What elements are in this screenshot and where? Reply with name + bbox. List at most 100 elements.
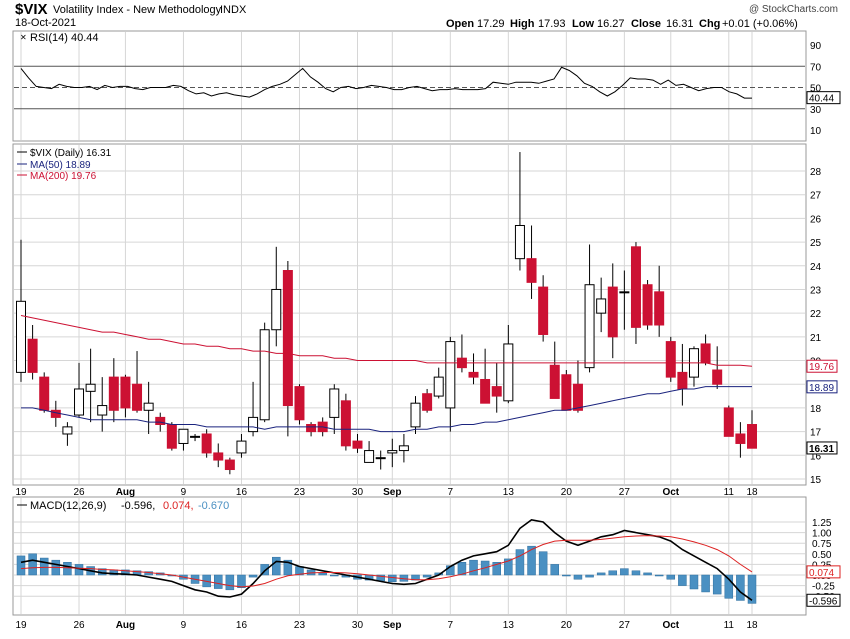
candle-body: [491, 386, 502, 397]
candle-body: [224, 459, 235, 471]
candle-body: [503, 343, 514, 402]
macd-histogram-bar: [214, 574, 223, 589]
candle-body: [654, 291, 665, 326]
macd-histogram-bar: [318, 572, 327, 576]
candle-body: [433, 376, 444, 397]
macd-histogram-bar: [550, 564, 559, 576]
macd-histogram-bar: [573, 574, 583, 580]
symbol-title: $VIX: [15, 1, 48, 18]
price-tick-label: 27: [810, 191, 822, 202]
candle-body: [97, 405, 108, 416]
macd-histogram-bar: [712, 574, 722, 595]
macd-histogram-bar: [469, 559, 478, 576]
macd-histogram-bar: [538, 551, 548, 576]
candle-body: [642, 284, 653, 326]
rsi-layer: [14, 65, 805, 110]
candle-body: [538, 286, 549, 335]
watermark: @ StockCharts.com: [749, 4, 838, 15]
rsi-panel: [12, 30, 807, 142]
macd-histogram-bar: [643, 572, 652, 576]
price-tick-label: 21: [810, 333, 822, 344]
price-last-value-box: [806, 441, 838, 455]
price-date-label: 7: [448, 487, 454, 498]
candle-body: [259, 329, 270, 421]
rsi-last-value-box: [806, 91, 841, 105]
rsi-legend-text: RSI(14) 40.44: [30, 32, 98, 44]
macd-histogram-bar: [388, 574, 397, 583]
candle-body: [352, 440, 363, 449]
macd-histogram-bar: [422, 574, 432, 578]
macd-legend-signal: 0.074,: [163, 500, 194, 512]
macd-layer: [16, 519, 757, 604]
macd-tick-label: 0.75: [812, 539, 832, 550]
rsi-legend: ✕ RSI(14) 40.44: [20, 32, 98, 44]
price-tick-label: 22: [810, 309, 822, 320]
rsi-legend-icon: ✕: [20, 33, 27, 42]
macd-last-value-box: [806, 593, 841, 607]
candle-body: [329, 388, 340, 418]
high-value: 17.93: [538, 18, 566, 30]
candle-body: [201, 433, 212, 454]
macd-tick-label: 0.50: [812, 550, 832, 561]
price-last-value: 19.76: [809, 362, 834, 373]
rsi-tick-label: 30: [810, 105, 822, 116]
macd-histogram-bar: [562, 574, 571, 577]
price-last-value: 16.31: [809, 444, 834, 455]
candle-body: [747, 424, 757, 449]
candle-body: [132, 383, 143, 411]
candle-body: [665, 341, 676, 378]
macd-histogram-bar: [678, 574, 687, 586]
macd-histogram-bar: [272, 556, 281, 576]
price-last-value-box: [806, 380, 838, 394]
exchange-label: INDX: [220, 4, 247, 16]
macd-histogram-bar: [620, 568, 629, 576]
candle-body: [723, 407, 734, 437]
candle-body: [248, 416, 259, 433]
macd-histogram-bar: [492, 562, 501, 576]
macd-date-label: 23: [294, 620, 306, 631]
macd-histogram-bar: [689, 574, 699, 590]
close-value: 16.31: [666, 18, 694, 30]
candle-body: [549, 364, 560, 399]
macd-histogram-bar: [515, 549, 525, 576]
candle-body: [514, 224, 525, 260]
candle-body: [271, 288, 282, 331]
candle-body: [468, 371, 479, 378]
macd-histogram-bar: [596, 572, 606, 576]
open-label: Open: [446, 18, 474, 30]
open-value: 17.29: [477, 18, 505, 30]
macd-last-value: 0.074: [809, 568, 834, 579]
macd-histogram-bar: [666, 574, 676, 580]
rsi-line: [20, 66, 752, 99]
price-date-label: 26: [73, 487, 85, 498]
candle-body: [607, 286, 618, 338]
candle-body: [422, 393, 433, 411]
macd-date-label: 20: [561, 620, 573, 631]
candle-body: [364, 450, 375, 463]
low-value: 16.27: [597, 18, 625, 30]
price-tick-label: 28: [810, 167, 822, 178]
macd-histogram-bar: [248, 574, 258, 578]
candle-body: [155, 416, 166, 426]
candle-body: [561, 374, 572, 411]
macd-histogram-bar: [283, 559, 293, 576]
macd-histogram-bar: [237, 574, 246, 588]
candle-body: [700, 343, 711, 364]
candle-body: [410, 402, 421, 428]
macd-histogram-bar: [527, 545, 536, 576]
candle-body: [50, 409, 61, 418]
price-date-label: 19: [15, 487, 27, 498]
high-label: High: [510, 18, 535, 30]
rsi-tick-label: 70: [810, 62, 822, 73]
ma200-line: [20, 315, 753, 367]
ma50-line: [21, 386, 752, 433]
candle-body: [619, 291, 630, 294]
ma200-legend-text: MA(200) 19.76: [30, 171, 97, 182]
date-label: 18-Oct-2021: [15, 17, 76, 29]
chg-label: Chg: [699, 18, 720, 30]
price-legend-text: $VIX (Daily) 16.31: [30, 148, 112, 159]
price-tick-label: 15: [810, 475, 822, 486]
macd-legend-hist: -0.670: [198, 500, 229, 512]
candle-body: [306, 424, 317, 433]
macd-histogram-bar: [747, 574, 757, 604]
